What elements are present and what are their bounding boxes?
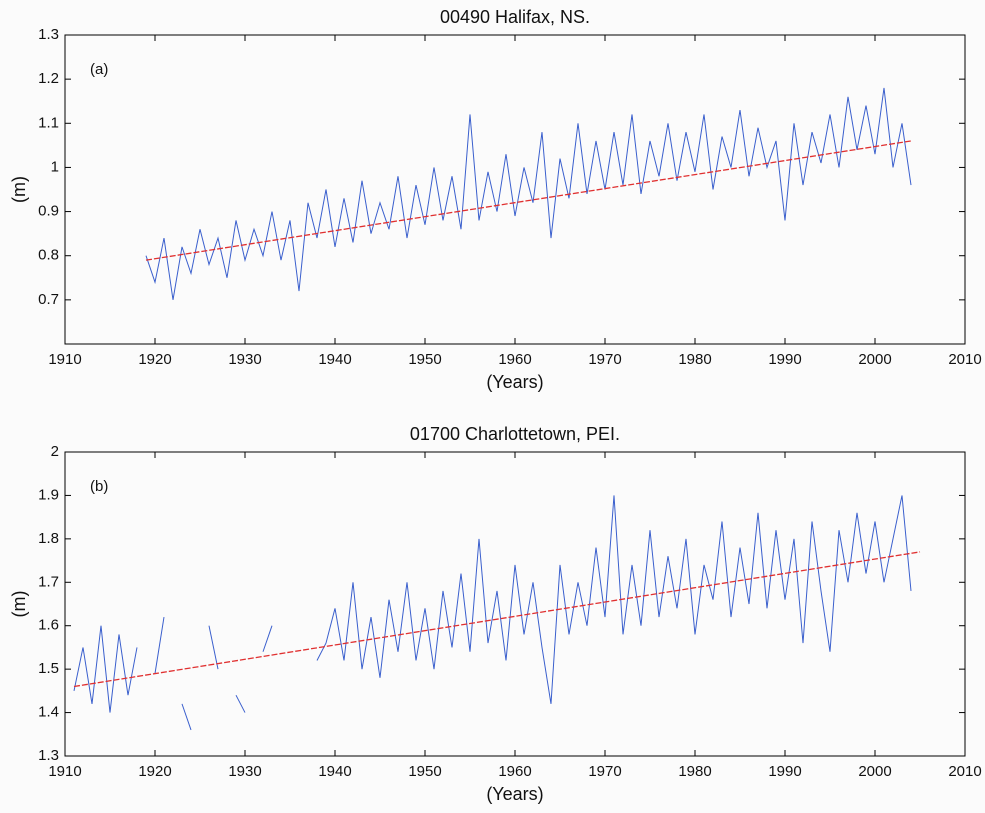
chart-title: 00490 Halifax, NS. (440, 7, 590, 27)
y-tick-label: 1.9 (38, 486, 59, 503)
x-tick-label: 1960 (498, 763, 531, 780)
data-line (73, 495, 912, 731)
y-tick-label: 1.8 (38, 530, 59, 547)
y-tick-label: 1.5 (38, 660, 59, 677)
x-tick-label: 1990 (768, 763, 801, 780)
x-tick-label: 1960 (498, 351, 531, 368)
y-tick-label: 1.6 (38, 617, 59, 634)
x-tick-label: 1980 (678, 763, 711, 780)
x-tick-label: 2000 (858, 763, 891, 780)
x-axis-label: (Years) (486, 372, 543, 392)
x-tick-label: 1930 (228, 351, 261, 368)
x-tick-label: 1920 (138, 763, 171, 780)
y-tick-label: 0.7 (38, 291, 59, 308)
panel-label: (b) (90, 478, 108, 495)
panel-label: (a) (90, 61, 108, 78)
y-axis-label: (m) (9, 176, 29, 203)
trend-line (73, 551, 921, 688)
x-tick-label: 1920 (138, 351, 171, 368)
x-tick-label: 2010 (948, 351, 981, 368)
x-tick-label: 1930 (228, 763, 261, 780)
x-tick-label: 1950 (408, 351, 441, 368)
x-tick-label: 1910 (48, 351, 81, 368)
x-tick-label: 2010 (948, 763, 981, 780)
x-tick-label: 1910 (48, 763, 81, 780)
x-tick-label: 1970 (588, 351, 621, 368)
y-tick-label: 0.9 (38, 203, 59, 220)
y-tick-label: 1.2 (38, 70, 59, 87)
y-tick-label: 1.4 (38, 704, 59, 721)
x-tick-label: 2000 (858, 351, 891, 368)
data-line (145, 87, 912, 300)
x-tick-label: 1940 (318, 351, 351, 368)
y-tick-label: 1.3 (38, 747, 59, 764)
y-tick-label: 1 (51, 158, 59, 175)
x-tick-label: 1980 (678, 351, 711, 368)
x-tick-label: 1950 (408, 763, 441, 780)
chart-title: 01700 Charlottetown, PEI. (410, 424, 620, 444)
plot-area (64, 451, 966, 757)
y-tick-label: 0.8 (38, 247, 59, 264)
y-tick-label: 2 (51, 443, 59, 460)
y-tick-label: 1.7 (38, 573, 59, 590)
x-tick-label: 1940 (318, 763, 351, 780)
y-tick-label: 1.1 (38, 114, 59, 131)
x-axis-label: (Years) (486, 784, 543, 804)
trend-line (145, 140, 912, 261)
plot-area (64, 34, 966, 345)
y-axis-label: (m) (9, 591, 29, 618)
x-tick-label: 1970 (588, 763, 621, 780)
y-tick-label: 1.3 (38, 26, 59, 43)
x-tick-label: 1990 (768, 351, 801, 368)
